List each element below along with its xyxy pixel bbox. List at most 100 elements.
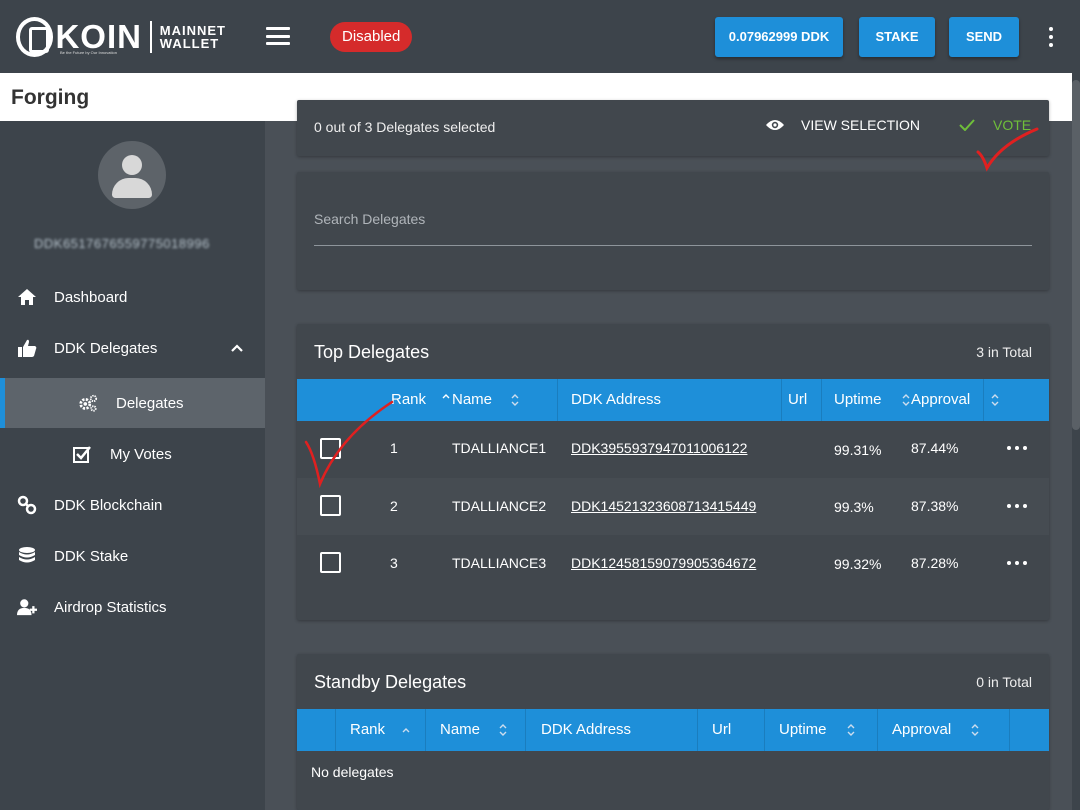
sidebar-item-ddk-delegates[interactable]: DDK Delegates [0, 323, 265, 373]
column-url[interactable]: Url [712, 721, 732, 738]
koin-logo-icon [16, 17, 54, 57]
logo-sub-wallet: WALLET [159, 36, 220, 51]
sort-icon[interactable] [991, 393, 999, 407]
table-row: 2 TDALLIANCE2 DDK14521323608713415449 99… [297, 478, 1049, 535]
sidebar-item-label: My Votes [110, 445, 172, 463]
more-horiz-icon[interactable] [1007, 504, 1027, 510]
balance-button[interactable]: 0.07962999 DDK [715, 17, 843, 57]
scrollbar-thumb[interactable] [1072, 80, 1080, 430]
standby-delegates-title: Standby Delegates [314, 672, 467, 692]
row-rank: 2 [390, 498, 398, 514]
row-name: TDALLIANCE3 [452, 555, 547, 571]
menu-toggle-icon[interactable] [266, 27, 290, 45]
sort-icon[interactable] [847, 723, 855, 737]
logo-divider [149, 21, 152, 53]
user-plus-icon [17, 599, 37, 616]
checkbox-icon [73, 446, 91, 463]
link-icon [17, 495, 37, 515]
koin-logo[interactable]: KOIN MAINNET WALLET Be the Future by Our… [16, 16, 226, 58]
row-address-link[interactable]: DDK12458159079905364672 [571, 555, 757, 571]
sidebar-item-label: DDK Stake [54, 547, 129, 565]
chevron-up-icon[interactable] [231, 342, 243, 354]
column-uptime[interactable]: Uptime [834, 391, 882, 408]
more-vert-icon[interactable] [1046, 27, 1056, 47]
sidebar-item-ddk-blockchain[interactable]: DDK Blockchain [0, 480, 265, 530]
forging-status-badge: Disabled [330, 22, 413, 52]
table-header: Rank Name DDK Address Url Uptime Approva… [297, 709, 1049, 751]
view-selection-button[interactable]: VIEW SELECTION [765, 117, 920, 133]
column-uptime[interactable]: Uptime [779, 721, 827, 738]
thumbs-up-icon [18, 339, 37, 357]
search-delegates-input[interactable] [314, 192, 1032, 246]
sort-icon[interactable] [499, 723, 507, 737]
sidebar-item-airdrop-statistics[interactable]: Airdrop Statistics [0, 582, 265, 632]
column-rank[interactable]: Rank [391, 391, 427, 408]
row-name: TDALLIANCE1 [452, 440, 547, 456]
row-rank: 1 [390, 440, 398, 456]
row-uptime: 99.31% [834, 442, 882, 458]
row-select-checkbox[interactable] [320, 552, 341, 573]
sidebar-item-label: Airdrop Statistics [54, 598, 167, 616]
sidebar-item-ddk-stake[interactable]: DDK Stake [0, 531, 265, 581]
sidebar: DDK6517676559775018996 Dashboard DDK Del… [0, 121, 265, 810]
send-button[interactable]: SEND [949, 17, 1019, 57]
sidebar-item-label: Dashboard [54, 288, 128, 306]
eye-icon [766, 120, 784, 130]
selection-count: 0 out of 3 Delegates selected [314, 119, 496, 135]
sidebar-item-label: DDK Delegates [54, 339, 158, 357]
logo-subtitle: MAINNET WALLET [160, 24, 226, 50]
column-rank[interactable]: Rank [350, 721, 386, 738]
sidebar-item-delegates[interactable]: Delegates [0, 378, 265, 428]
column-name[interactable]: Name [452, 391, 493, 408]
top-delegates-card: Top Delegates 3 in Total Rank Name DDK A… [297, 324, 1049, 620]
table-row: 1 TDALLIANCE1 DDK3955937947011006122 99.… [297, 421, 1049, 478]
table-header: Rank Name DDK Address Url Uptime Approva… [297, 379, 1049, 421]
sidebar-item-label: DDK Blockchain [54, 496, 163, 514]
top-delegates-total: 3 in Total [976, 344, 1032, 360]
vote-label: VOTE [993, 117, 1032, 133]
sidebar-item-label: Delegates [116, 394, 184, 412]
column-approval[interactable]: Approval [911, 391, 971, 408]
row-name: TDALLIANCE2 [452, 498, 547, 514]
sidebar-item-my-votes[interactable]: My Votes [0, 429, 265, 479]
sidebar-item-dashboard[interactable]: Dashboard [0, 272, 265, 322]
table-row: 3 TDALLIANCE3 DDK12458159079905364672 99… [297, 535, 1049, 592]
column-url[interactable]: Url [788, 391, 808, 408]
sort-icon[interactable] [511, 393, 519, 407]
top-delegates-title: Top Delegates [314, 342, 430, 362]
gears-icon [79, 394, 98, 412]
logo-tagline: Be the Future by Our Innovation [60, 50, 117, 55]
vote-button[interactable]: VOTE [959, 117, 1031, 133]
scrollbar-track[interactable] [1072, 73, 1080, 810]
row-uptime: 99.32% [834, 556, 882, 572]
row-approval: 87.44% [911, 440, 959, 456]
row-approval: 87.38% [911, 498, 959, 514]
search-card [297, 172, 1049, 290]
column-approval[interactable]: Approval [892, 721, 952, 738]
view-selection-label: VIEW SELECTION [801, 117, 921, 133]
check-icon [959, 119, 975, 131]
home-icon [18, 289, 36, 305]
sort-asc-icon[interactable] [402, 723, 410, 737]
column-ddk-address[interactable]: DDK Address [541, 721, 632, 738]
selection-card: 0 out of 3 Delegates selected VIEW SELEC… [297, 100, 1049, 156]
column-name[interactable]: Name [440, 721, 481, 738]
row-address-link[interactable]: DDK3955937947011006122 [571, 440, 748, 456]
sort-icon[interactable] [902, 393, 910, 407]
sort-icon[interactable] [971, 723, 979, 737]
more-horiz-icon[interactable] [1007, 446, 1027, 452]
row-select-checkbox[interactable] [320, 495, 341, 516]
row-address-link[interactable]: DDK14521323608713415449 [571, 498, 757, 514]
stake-button[interactable]: STAKE [859, 17, 935, 57]
more-horiz-icon[interactable] [1007, 561, 1027, 567]
top-bar: KOIN MAINNET WALLET Be the Future by Our… [0, 0, 1080, 73]
row-uptime: 99.3% [834, 499, 874, 515]
column-ddk-address[interactable]: DDK Address [571, 391, 662, 408]
logo-word: KOIN [55, 18, 142, 55]
wallet-address: DDK6517676559775018996 [34, 236, 210, 251]
empty-state: No delegates [311, 764, 394, 780]
row-select-checkbox[interactable] [320, 438, 341, 459]
logo-sub-mainnet: MAINNET [159, 23, 226, 38]
sort-asc-icon[interactable] [442, 393, 450, 407]
avatar[interactable] [98, 141, 166, 209]
